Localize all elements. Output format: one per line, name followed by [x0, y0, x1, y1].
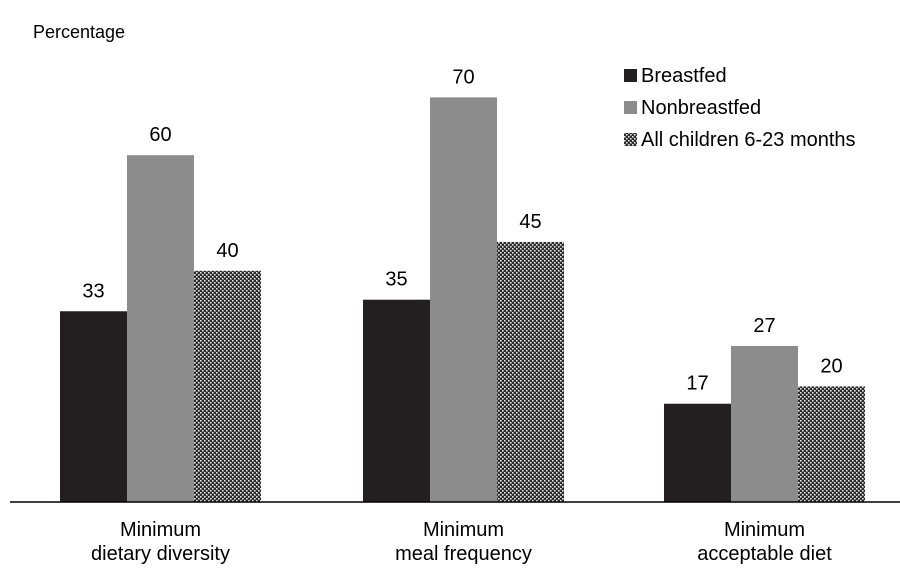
legend-label-all-children-6-23-months: All children 6-23 months [641, 129, 856, 151]
bars-group [60, 97, 865, 503]
bar-all-children-6-23-months-2 [798, 386, 865, 502]
y-axis-label: Percentage [33, 22, 125, 42]
bar-nonbreastfed-2 [731, 345, 798, 502]
category-label-1-line-1: meal frequency [395, 543, 532, 565]
legend-swatch-breastfed [624, 69, 637, 82]
category-label-1-line-0: Minimum [423, 519, 504, 541]
data-label-all-children-6-23-months-2: 20 [820, 355, 842, 377]
data-label-all-children-6-23-months-1: 45 [519, 211, 541, 233]
data-label-breastfed-1: 35 [385, 269, 407, 291]
bar-breastfed-1 [363, 299, 430, 502]
category-label-2-line-0: Minimum [724, 519, 805, 541]
data-label-nonbreastfed-2: 27 [753, 315, 775, 337]
bar-all-children-6-23-months-0 [194, 270, 261, 502]
category-label-0-line-0: Minimum [120, 519, 201, 541]
data-label-nonbreastfed-1: 70 [452, 66, 474, 88]
data-label-nonbreastfed-0: 60 [149, 124, 171, 146]
legend-label-breastfed: Breastfed [641, 65, 727, 87]
legend: Breastfed Nonbreastfed All children 6-23 m… [624, 65, 856, 151]
bar-breastfed-2 [664, 403, 731, 502]
data-label-all-children-6-23-months-0: 40 [216, 240, 238, 262]
data-label-breastfed-2: 17 [686, 373, 708, 395]
category-label-0-line-1: dietary diversity [91, 543, 230, 565]
bar-all-children-6-23-months-1 [497, 241, 564, 502]
legend-label-nonbreastfed: Nonbreastfed [641, 97, 761, 119]
bar-nonbreastfed-1 [430, 97, 497, 503]
bar-breastfed-0 [60, 311, 127, 502]
data-label-breastfed-0: 33 [82, 280, 104, 302]
bar-nonbreastfed-0 [127, 155, 194, 502]
legend-swatch-nonbreastfed [624, 101, 637, 114]
data-labels-group: 33 60 40 35 70 45 17 27 20 [82, 66, 842, 394]
category-label-2-line-1: acceptable diet [697, 543, 832, 565]
legend-swatch-all-children-6-23-months [624, 133, 637, 146]
